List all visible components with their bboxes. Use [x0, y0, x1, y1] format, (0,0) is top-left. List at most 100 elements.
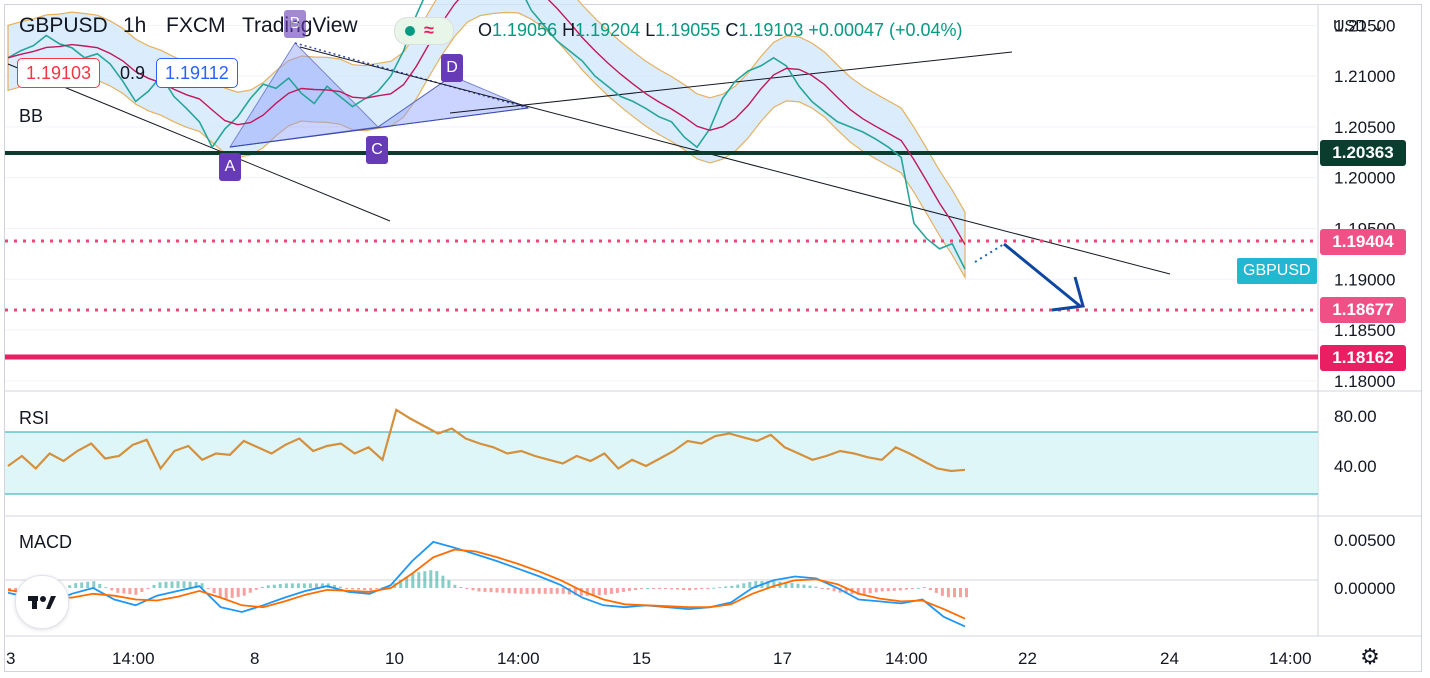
- macd-histogram-bar: [98, 583, 102, 588]
- interval-label[interactable]: 1h: [123, 14, 147, 37]
- pattern-point-c[interactable]: C: [366, 136, 388, 164]
- macd-histogram-bar: [164, 581, 168, 588]
- macd-histogram-bar: [609, 588, 613, 594]
- macd-histogram-bar: [170, 581, 174, 588]
- bb-indicator-label[interactable]: BB: [19, 106, 44, 126]
- open-label: O: [478, 20, 493, 40]
- macd-histogram-bar: [206, 588, 210, 589]
- indicator-axis-tick: 0.00000: [1334, 579, 1395, 598]
- macd-histogram-bar: [814, 586, 818, 588]
- macd-histogram-bar: [345, 588, 349, 589]
- descending-trendline[interactable]: [7, 63, 391, 222]
- macd-histogram-bar: [182, 581, 186, 588]
- macd-histogram-bar: [640, 588, 643, 589]
- macd-histogram-bar: [86, 581, 90, 588]
- tradingview-logo-icon: [28, 596, 56, 609]
- macd-histogram-bar: [688, 588, 692, 591]
- macd-histogram-bar: [248, 588, 252, 593]
- macd-histogram-bar: [826, 588, 830, 590]
- macd-histogram-bar: [664, 588, 668, 589]
- macd-histogram-bar: [315, 583, 318, 588]
- macd-histogram-bar: [339, 586, 342, 588]
- macd-histogram-bar: [321, 583, 324, 588]
- macd-histogram-bar: [333, 585, 336, 588]
- macd-indicator-label[interactable]: MACD: [19, 532, 72, 552]
- pattern-point-a[interactable]: A: [219, 153, 241, 181]
- macd-histogram-bar: [357, 588, 361, 590]
- low-value: 1.19055: [655, 20, 721, 40]
- macd-histogram-bar: [706, 588, 710, 589]
- macd-histogram-bar: [585, 588, 589, 596]
- macd-histogram-bar: [375, 588, 379, 589]
- close-label: C: [725, 20, 739, 40]
- macd-histogram-bar: [525, 588, 529, 594]
- macd-histogram-bar: [844, 588, 848, 594]
- macd-histogram-bar: [453, 584, 457, 588]
- macd-histogram-bar: [296, 583, 300, 588]
- macd-histogram: [8, 570, 968, 599]
- macd-histogram-bar: [272, 584, 276, 588]
- macd-histogram-bar: [832, 588, 836, 592]
- macd-histogram-bar: [597, 588, 601, 596]
- rsi-band: [5, 432, 1318, 494]
- macd-histogram-bar: [555, 588, 559, 594]
- macd-histogram-bar: [218, 588, 222, 598]
- macd-histogram-bar: [959, 588, 962, 598]
- forecast-dotted-line: [974, 243, 1005, 263]
- macd-histogram-bar: [465, 588, 469, 589]
- macd-histogram-bar: [766, 581, 770, 588]
- price-axis-tick: 1.18500: [1334, 321, 1395, 340]
- macd-histogram-bar: [658, 588, 661, 589]
- forecast-arrow[interactable]: [1003, 242, 1081, 308]
- macd-histogram-bar: [417, 572, 421, 588]
- pattern-point-d[interactable]: D: [441, 54, 463, 82]
- signal-line[interactable]: [7, 548, 966, 620]
- sell-price-button[interactable]: 1.19103: [17, 58, 101, 88]
- macd-histogram-bar: [266, 585, 270, 588]
- macd-histogram-bar: [501, 588, 505, 593]
- time-axis-tick: 3: [6, 649, 15, 668]
- macd-histogram-bar: [128, 588, 132, 595]
- rsi-indicator-label[interactable]: RSI: [19, 408, 50, 428]
- macd-histogram-bar: [603, 588, 607, 595]
- price-tag-level-4: 1.18162: [1320, 345, 1406, 371]
- long-descending-trendline[interactable]: [299, 46, 1171, 275]
- tradingview-logo[interactable]: [15, 575, 69, 629]
- currency-selector[interactable]: USD ⌄: [1333, 16, 1385, 36]
- chevron-down-icon: ⌄: [1371, 18, 1385, 35]
- macd-histogram-bar: [808, 585, 812, 588]
- price-axis-labels: 1.215001.210001.205001.200001.195001.190…: [1334, 16, 1395, 598]
- macd-histogram-bar: [820, 588, 824, 589]
- time-axis-tick: 24: [1160, 649, 1179, 668]
- macd-histogram-bar: [80, 582, 84, 588]
- macd-histogram-bar: [543, 588, 547, 594]
- macd-histogram-bar: [730, 585, 734, 588]
- macd-histogram-bar: [435, 571, 439, 588]
- macd-histogram-bar: [953, 588, 956, 598]
- symbol-label[interactable]: GBPUSD: [19, 14, 108, 37]
- macd-histogram-bar: [519, 588, 523, 594]
- price-axis-tick: 1.21500: [1334, 16, 1395, 35]
- settings-gear-icon[interactable]: ⚙: [1360, 644, 1380, 669]
- macd-histogram-bar: [308, 583, 312, 588]
- ascending-trendline[interactable]: [449, 51, 1013, 114]
- macd-histogram-bar: [946, 588, 950, 598]
- macd-histogram-bar: [14, 588, 17, 592]
- macd-histogram-bar: [158, 582, 162, 588]
- macd-line[interactable]: [7, 540, 966, 628]
- macd-histogram-bar: [682, 588, 686, 590]
- pattern-point-b[interactable]: B: [284, 10, 306, 38]
- macd-histogram-bar: [874, 588, 878, 593]
- rsi-line[interactable]: [7, 408, 966, 473]
- macd-histogram-bar: [561, 588, 565, 594]
- market-status-icon[interactable]: ≈: [394, 17, 454, 45]
- macd-histogram-bar: [278, 584, 282, 588]
- macd-histogram-bar: [260, 586, 264, 588]
- macd-histogram-bar: [748, 582, 752, 588]
- indicator-axis-tick: 40.00: [1334, 457, 1377, 476]
- macd-histogram-bar: [621, 588, 625, 592]
- macd-histogram-bar: [411, 573, 415, 588]
- buy-price-button[interactable]: 1.19112: [156, 58, 238, 88]
